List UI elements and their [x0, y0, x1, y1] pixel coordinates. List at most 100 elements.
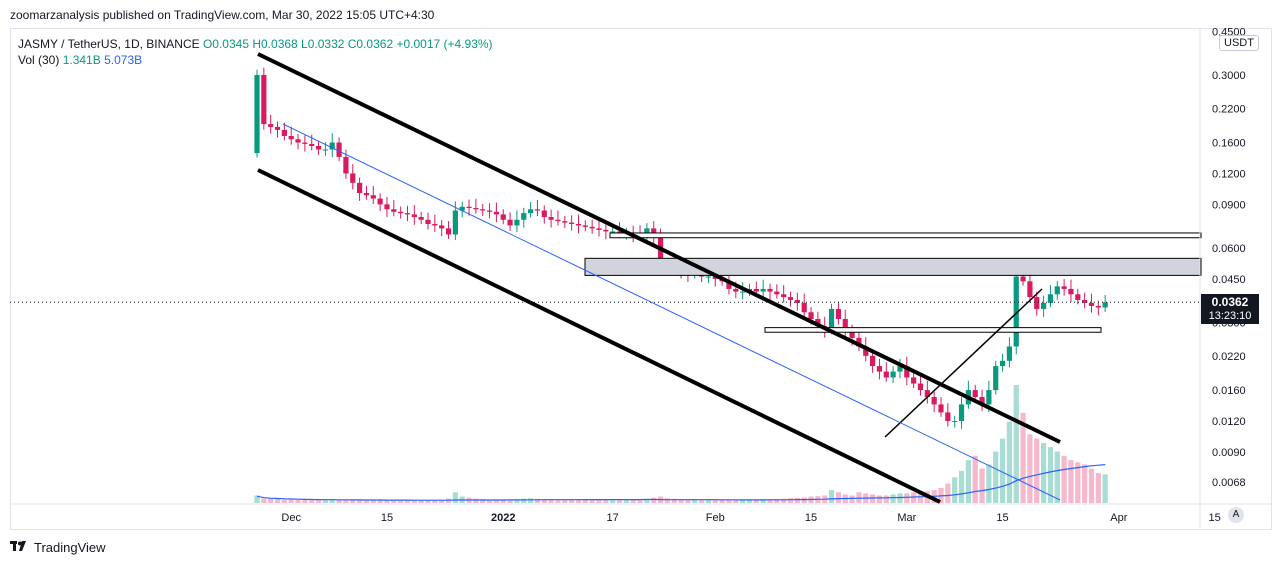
candle-body — [876, 366, 883, 372]
volume-bar — [794, 497, 800, 503]
volume-bar — [309, 500, 315, 503]
candle-body — [616, 231, 623, 233]
candle-body — [603, 229, 609, 232]
candle-body — [452, 210, 458, 235]
symbol-label[interactable]: JASMY / TetherUS, 1D, BINANCE — [18, 37, 200, 51]
volume-bar — [733, 499, 739, 503]
volume-bar — [261, 498, 267, 503]
volume-bar — [767, 499, 773, 503]
candle-body — [890, 371, 896, 378]
volume-bar — [1082, 464, 1088, 503]
volume-bar — [1034, 438, 1040, 503]
volume-bar — [357, 500, 363, 503]
candle-body — [500, 214, 506, 220]
candle-body — [357, 182, 363, 194]
auto-scale-button[interactable]: A — [1228, 507, 1244, 523]
volume-bar — [336, 499, 342, 503]
candle-body — [917, 383, 924, 391]
candle-body — [322, 149, 328, 151]
candle-body — [1082, 299, 1088, 303]
y-tick-label: 0.0220 — [1212, 351, 1246, 363]
volume-bar — [315, 500, 322, 503]
volume-label[interactable]: Vol (30) — [18, 53, 60, 67]
x-tick-label: 2022 — [491, 512, 515, 524]
candle-body — [733, 288, 739, 292]
candle-body — [753, 288, 759, 292]
candle-body — [828, 309, 835, 330]
candle-body — [274, 126, 281, 130]
candle-body — [1006, 346, 1012, 361]
x-tick-label: 17 — [607, 512, 619, 524]
volume-bar — [993, 451, 999, 503]
candle-body — [1013, 276, 1019, 347]
candle-body — [541, 210, 547, 218]
candle-body — [835, 309, 841, 319]
volume-bar — [712, 499, 718, 503]
volume-bar — [302, 499, 308, 503]
volume-bar — [904, 493, 910, 503]
header-line: zoomarzanalysis published on TradingView… — [10, 8, 435, 22]
footer[interactable]: TradingView — [10, 540, 106, 555]
x-tick-label: Apr — [1110, 512, 1127, 524]
volume-bar — [1027, 434, 1033, 503]
candle-body — [760, 288, 766, 292]
y-tick-label: 0.0090 — [1212, 447, 1246, 459]
candle-body — [343, 156, 349, 174]
volume-bar — [254, 495, 260, 503]
candle-body — [610, 231, 616, 233]
candle-body — [268, 124, 274, 127]
volume-bar — [555, 499, 561, 503]
candle-body — [507, 219, 513, 226]
volume-bar — [685, 499, 691, 503]
volume-bar — [801, 497, 807, 503]
candle-body — [569, 222, 575, 224]
volume-bar — [370, 500, 376, 503]
resistance-zone-middle — [584, 257, 1202, 276]
currency-button[interactable]: USDT — [1219, 35, 1259, 51]
volume-bar — [521, 498, 527, 503]
candle-body — [931, 397, 937, 405]
volume-bar — [500, 499, 506, 503]
candle-body — [712, 276, 718, 279]
candle-body — [439, 225, 445, 229]
volume-bar — [1054, 451, 1060, 503]
candle-body — [466, 206, 472, 209]
volume-bar — [999, 438, 1006, 503]
candle-body — [644, 228, 650, 237]
candle-body — [261, 74, 267, 125]
x-tick-label: 15 — [1208, 512, 1220, 524]
last-price-tag: 0.0362 13:23:10 — [1201, 294, 1259, 325]
volume-bar — [281, 499, 287, 503]
volume-bar — [569, 499, 575, 503]
chart-frame[interactable] — [10, 28, 1272, 530]
volume-bar — [781, 498, 787, 503]
candle-body — [705, 276, 712, 278]
volume-bar — [268, 498, 274, 503]
candle-body — [363, 193, 370, 196]
channel-upper-line — [257, 52, 1061, 444]
volume-bar — [630, 500, 636, 503]
volume-bar — [1020, 412, 1026, 503]
volume-bar — [384, 500, 390, 503]
volume-bar — [473, 498, 479, 503]
volume-bar — [329, 499, 335, 503]
candle-body — [1027, 281, 1033, 298]
volume-bar — [582, 499, 588, 503]
volume-ma-line — [256, 464, 1106, 501]
candle-body — [815, 318, 821, 327]
volume-bar — [288, 499, 294, 503]
candle-body — [555, 219, 561, 222]
candle-body — [1061, 286, 1067, 289]
volume-bar — [699, 499, 705, 503]
candle-body — [897, 366, 903, 372]
volume-bar — [1088, 468, 1095, 503]
volume-bar — [432, 500, 438, 503]
candle-body — [473, 208, 479, 210]
candle-body — [596, 228, 602, 230]
candle-body — [309, 143, 315, 146]
channel-lower-line — [257, 168, 941, 504]
volume-bar — [377, 500, 383, 503]
candle-body — [979, 397, 985, 405]
volume-bar — [541, 499, 547, 503]
